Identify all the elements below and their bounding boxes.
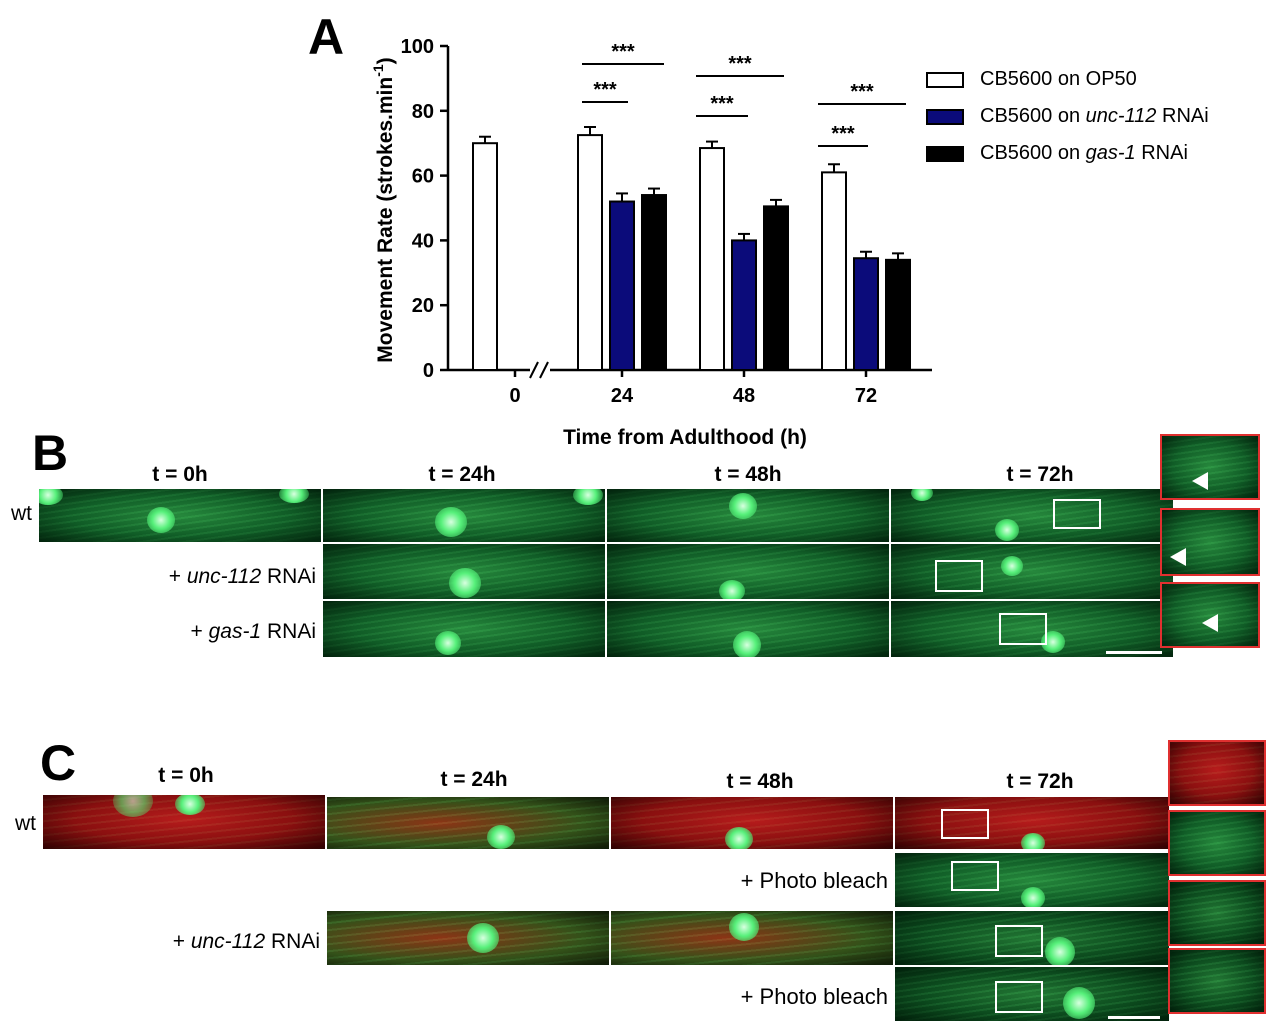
axis-break-mark: [529, 361, 539, 379]
y-axis-label: Movement Rate (strokes.min-1): [370, 57, 397, 362]
panel-c-col-title-48h: t = 48h: [726, 770, 794, 793]
roi-box: [941, 809, 989, 839]
panel-b-row-label-gas1: + gas-1 RNAi: [190, 620, 316, 643]
bar: [699, 147, 725, 371]
significance-label: ***: [850, 81, 874, 103]
micrograph-b-wt-72h: [890, 488, 1174, 543]
micrograph-c-unc112-24h: [326, 910, 610, 966]
bar: [853, 257, 879, 371]
roi-box: [935, 560, 983, 592]
panel-c-row-label-unc112: + unc-112 RNAi: [172, 930, 320, 953]
panel-c-col-title-24h: t = 24h: [440, 768, 508, 791]
arrowhead-icon: [1192, 472, 1208, 490]
legend-label-unc112: CB5600 on unc-112 RNAi: [980, 105, 1209, 127]
micrograph-b-gas1-24h: [322, 600, 606, 658]
panel-b-col-title-72h: t = 72h: [1006, 463, 1074, 486]
inset-c-unc112-photobleach: [1168, 948, 1266, 1014]
y-tick-label: 0: [423, 360, 434, 382]
significance-label: ***: [831, 123, 855, 145]
inset-b-wt: [1160, 434, 1260, 500]
y-tick-label: 20: [412, 295, 434, 317]
micrograph-b-unc112-48h: [606, 543, 890, 600]
panel-c-row-label-wt: wt: [15, 812, 36, 835]
panel-b-col-title-0h: t = 0h: [152, 463, 208, 486]
micrograph-c-wt-0h: [42, 794, 326, 850]
micrograph-b-gas1-48h: [606, 600, 890, 658]
micrograph-b-wt-0h: [38, 488, 322, 543]
bar: [763, 205, 789, 371]
panel-b-col-title-48h: t = 48h: [714, 463, 782, 486]
bar: [472, 142, 498, 371]
legend-swatch-op50: [926, 72, 964, 88]
x-tick-label: 48: [733, 385, 755, 407]
significance-label: ***: [710, 93, 734, 115]
photobleach-label-wt: + Photo bleach: [740, 868, 888, 893]
inset-c-wt: [1168, 740, 1266, 806]
panel-b-row-label-unc112: + unc-112 RNAi: [168, 565, 316, 588]
significance-label: ***: [728, 53, 752, 75]
legend-swatch-gas1: [926, 146, 964, 162]
micrograph-b-wt-24h: [322, 488, 606, 543]
axis-break-mark: [539, 361, 549, 379]
bar: [885, 258, 911, 371]
roi-box: [1053, 499, 1101, 529]
x-tick-label: 0: [509, 385, 520, 407]
panel-b-letter: B: [32, 425, 69, 481]
bar: [821, 171, 847, 371]
micrograph-c-unc112-48h: [610, 910, 894, 966]
arrowhead-icon: [1170, 548, 1186, 566]
panel-b-col-title-24h: t = 24h: [428, 463, 496, 486]
micrograph-c-wt-48h: [610, 796, 894, 850]
significance-label: ***: [611, 41, 635, 63]
x-axis-label: Time from Adulthood (h): [563, 426, 807, 449]
inset-c-unc112: [1168, 880, 1266, 946]
micrograph-b-unc112-72h: [890, 543, 1174, 600]
inset-b-gas1: [1160, 582, 1260, 648]
scale-bar: [1108, 1016, 1160, 1019]
x-tick-label: 72: [855, 385, 877, 407]
inset-b-unc112: [1160, 508, 1260, 576]
scale-bar: [1106, 651, 1162, 654]
y-tick-label: 40: [412, 230, 434, 252]
micrograph-b-gas1-72h: [890, 600, 1174, 658]
legend-item-op50: CB5600 on OP50: [926, 68, 1266, 96]
panel-a-letter: A: [308, 9, 345, 65]
micrograph-c-unc112-photobleach: [894, 966, 1170, 1022]
bar: [641, 194, 667, 371]
roi-box: [995, 981, 1043, 1013]
bar: [609, 200, 635, 371]
y-tick-label: 60: [412, 166, 434, 188]
legend-item-unc112: CB5600 on unc-112 RNAi: [926, 105, 1266, 133]
micrograph-c-wt-72h: [894, 796, 1170, 850]
bar: [577, 134, 603, 371]
inset-c-wt-photobleach: [1168, 810, 1266, 876]
roi-box: [995, 925, 1043, 957]
micrograph-c-unc112-72h: [894, 910, 1170, 966]
arrowhead-icon: [1202, 614, 1218, 632]
micrograph-c-wt-photobleach: [894, 852, 1170, 908]
panel-c-col-title-0h: t = 0h: [158, 764, 214, 787]
x-tick-label: 24: [611, 385, 634, 407]
panel-c-col-title-72h: t = 72h: [1006, 770, 1074, 793]
roi-box: [999, 613, 1047, 645]
y-tick-label: 100: [401, 36, 434, 58]
legend-label-op50: CB5600 on OP50: [980, 68, 1137, 90]
photobleach-label-unc112: + Photo bleach: [740, 984, 888, 1009]
y-tick-label: 80: [412, 101, 434, 123]
legend-item-gas1: CB5600 on gas-1 RNAi: [926, 142, 1266, 170]
micrograph-c-wt-24h: [326, 796, 610, 850]
legend-label-gas1: CB5600 on gas-1 RNAi: [980, 142, 1188, 164]
roi-box: [951, 861, 999, 891]
panel-c-letter: C: [40, 735, 77, 791]
legend-swatch-unc112: [926, 109, 964, 125]
panel-b-row-label-wt: wt: [11, 502, 32, 525]
significance-label: ***: [593, 79, 617, 101]
micrograph-b-wt-48h: [606, 488, 890, 543]
micrograph-b-unc112-24h: [322, 543, 606, 600]
bar: [731, 239, 757, 371]
